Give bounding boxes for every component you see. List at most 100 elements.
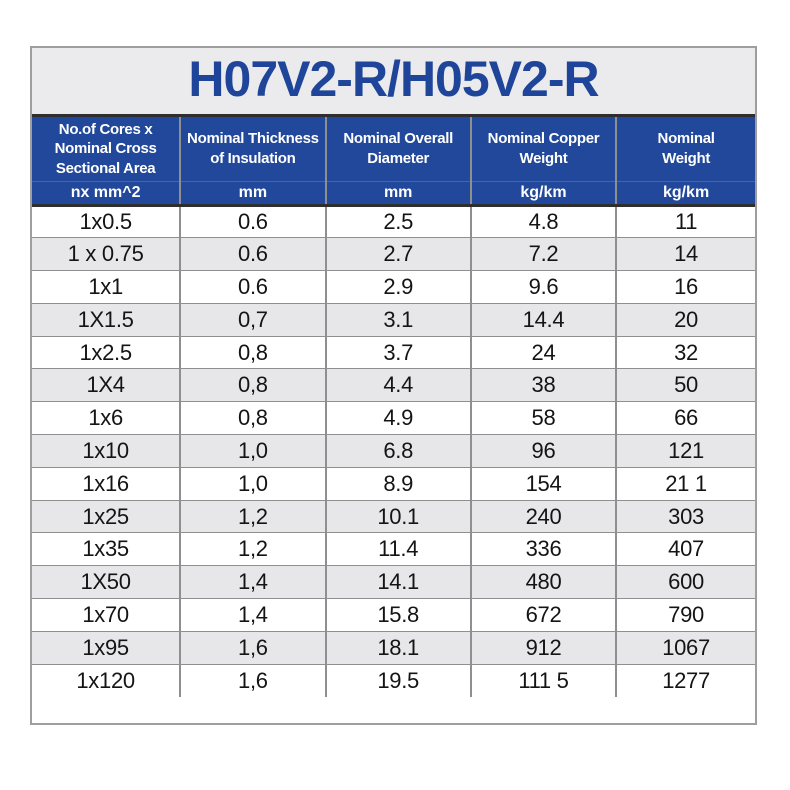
table-cell: 7.2 bbox=[469, 237, 617, 271]
table-cell: 4.9 bbox=[324, 401, 471, 435]
table-cell: 50 bbox=[615, 368, 755, 402]
table-cell: 240 bbox=[469, 499, 617, 533]
unit-cell-copper-weight: kg/km bbox=[469, 181, 617, 207]
table-row: 1x120 1,6 19.5 111 5 1277 bbox=[32, 663, 755, 697]
table-row: 1x16 1,0 8.9 154 21 1 bbox=[32, 466, 755, 501]
table-cell: 1 x 0.75 bbox=[32, 237, 181, 271]
table-cell: 19.5 bbox=[324, 663, 471, 697]
table-cell: 1,4 bbox=[179, 598, 326, 632]
table-cell: 1x10 bbox=[32, 434, 181, 468]
table-cell: 18.1 bbox=[324, 630, 471, 665]
units-row: nx mm^2 mm mm kg/km kg/km bbox=[32, 181, 755, 207]
table-cell: 1x1 bbox=[32, 270, 181, 304]
table-cell: 0.6 bbox=[179, 205, 326, 238]
table-row: 1x10 1,0 6.8 96 121 bbox=[32, 434, 755, 468]
table-row: 1x35 1,2 11.4 336 407 bbox=[32, 532, 755, 566]
table-cell: 8.9 bbox=[324, 466, 471, 501]
table-cell: 10.1 bbox=[324, 499, 471, 533]
table-cell: 672 bbox=[469, 598, 617, 632]
column-header-overall-diameter: Nominal Overall Diameter bbox=[324, 117, 471, 182]
table-cell: 407 bbox=[615, 532, 755, 566]
spec-table: No.of Cores x Nominal Cross Sectional Ar… bbox=[32, 117, 755, 697]
table-cell: 1x2.5 bbox=[32, 335, 181, 369]
table-header: No.of Cores x Nominal Cross Sectional Ar… bbox=[32, 117, 755, 207]
table-cell: 2.9 bbox=[324, 270, 471, 304]
table-cell: 16 bbox=[615, 270, 755, 304]
table-cell: 66 bbox=[615, 401, 755, 435]
table-cell: 1277 bbox=[615, 663, 755, 697]
cable-spec-table: H07V2-R/H05V2-R No.of Cores x Nominal Cr… bbox=[30, 46, 757, 725]
table-cell: 15.8 bbox=[324, 598, 471, 632]
table-cell: 0,8 bbox=[179, 401, 326, 435]
table-cell: 0,8 bbox=[179, 335, 326, 369]
table-cell: 1,2 bbox=[179, 532, 326, 566]
table-cell: 1,6 bbox=[179, 630, 326, 665]
table-cell: 3.7 bbox=[324, 335, 471, 369]
table-row: 1x70 1,4 15.8 672 790 bbox=[32, 598, 755, 632]
table-cell: 1,6 bbox=[179, 663, 326, 697]
table-cell: 2.5 bbox=[324, 205, 471, 238]
page-title: H07V2-R/H05V2-R bbox=[188, 51, 599, 107]
table-cell: 303 bbox=[615, 499, 755, 533]
table-cell: 1,0 bbox=[179, 466, 326, 501]
table-row: 1x1 0.6 2.9 9.6 16 bbox=[32, 270, 755, 304]
unit-cell-insulation-thickness: mm bbox=[179, 181, 326, 207]
table-cell: 4.4 bbox=[324, 368, 471, 402]
table-cell: 1x120 bbox=[32, 663, 181, 697]
table-cell: 1,4 bbox=[179, 565, 326, 599]
table-row: 1x6 0,8 4.9 58 66 bbox=[32, 401, 755, 435]
title-bar: H07V2-R/H05V2-R bbox=[32, 48, 755, 117]
table-cell: 1,2 bbox=[179, 499, 326, 533]
table-cell: 4.8 bbox=[469, 205, 617, 238]
table-cell: 11.4 bbox=[324, 532, 471, 566]
unit-cell-nominal-weight: kg/km bbox=[615, 181, 755, 207]
table-body: 1x0.5 0.6 2.5 4.8 11 1 x 0.75 0.6 2.7 7.… bbox=[32, 205, 755, 697]
table-cell: 20 bbox=[615, 302, 755, 337]
table-row: 1X50 1,4 14.1 480 600 bbox=[32, 565, 755, 599]
column-header-nominal-weight: Nominal Weight bbox=[615, 117, 755, 182]
table-cell: 912 bbox=[469, 630, 617, 665]
table-cell: 600 bbox=[615, 565, 755, 599]
table-row: 1x95 1,6 18.1 912 1067 bbox=[32, 630, 755, 665]
table-cell: 0.6 bbox=[179, 237, 326, 271]
table-cell: 11 bbox=[615, 205, 755, 238]
table-cell: 1067 bbox=[615, 630, 755, 665]
table-cell: 0,7 bbox=[179, 302, 326, 337]
table-cell: 1x16 bbox=[32, 466, 181, 501]
table-cell: 58 bbox=[469, 401, 617, 435]
unit-cell-overall-diameter: mm bbox=[324, 181, 471, 207]
table-cell: 14.4 bbox=[469, 302, 617, 337]
table-cell: 1X4 bbox=[32, 368, 181, 402]
table-cell: 6.8 bbox=[324, 434, 471, 468]
table-row: 1x2.5 0,8 3.7 24 32 bbox=[32, 335, 755, 369]
table-cell: 96 bbox=[469, 434, 617, 468]
table-cell: 2.7 bbox=[324, 237, 471, 271]
table-cell: 1,0 bbox=[179, 434, 326, 468]
table-cell: 480 bbox=[469, 565, 617, 599]
table-row: 1x0.5 0.6 2.5 4.8 11 bbox=[32, 205, 755, 238]
table-cell: 14.1 bbox=[324, 565, 471, 599]
table-cell: 9.6 bbox=[469, 270, 617, 304]
table-row: 1x25 1,2 10.1 240 303 bbox=[32, 499, 755, 533]
table-row: 1X4 0,8 4.4 38 50 bbox=[32, 368, 755, 402]
table-cell: 32 bbox=[615, 335, 755, 369]
table-cell: 1x35 bbox=[32, 532, 181, 566]
table-row: 1X1.5 0,7 3.1 14.4 20 bbox=[32, 302, 755, 337]
table-cell: 111 5 bbox=[469, 663, 617, 697]
column-header-insulation-thickness: Nominal Thickness of Insulation bbox=[179, 117, 326, 182]
table-cell: 154 bbox=[469, 466, 617, 501]
unit-cell-cores: nx mm^2 bbox=[32, 181, 181, 207]
column-header-cores: No.of Cores x Nominal Cross Sectional Ar… bbox=[32, 117, 181, 182]
table-cell: 336 bbox=[469, 532, 617, 566]
table-row: 1 x 0.75 0.6 2.7 7.2 14 bbox=[32, 237, 755, 271]
table-cell: 3.1 bbox=[324, 302, 471, 337]
table-cell: 0.6 bbox=[179, 270, 326, 304]
table-cell: 1x70 bbox=[32, 598, 181, 632]
header-row: No.of Cores x Nominal Cross Sectional Ar… bbox=[32, 117, 755, 182]
table-cell: 1x0.5 bbox=[32, 205, 181, 238]
table-cell: 790 bbox=[615, 598, 755, 632]
table-cell: 1x6 bbox=[32, 401, 181, 435]
table-cell: 0,8 bbox=[179, 368, 326, 402]
table-cell: 38 bbox=[469, 368, 617, 402]
